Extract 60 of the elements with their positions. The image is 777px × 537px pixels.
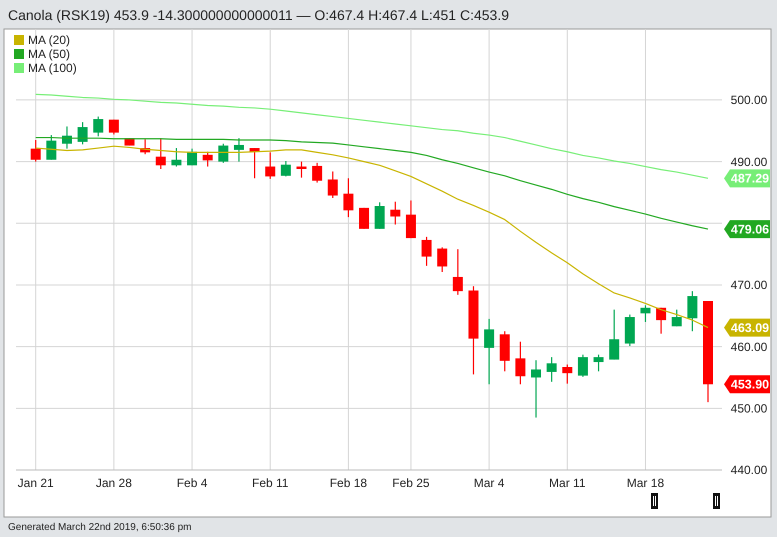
line-series xyxy=(35,94,709,179)
data-label: 479.06 xyxy=(730,222,770,236)
candlestick xyxy=(594,354,604,372)
y-tick-label: 500.00 xyxy=(730,93,768,108)
x-tick-label: Jan 28 xyxy=(96,476,132,490)
candlestick xyxy=(640,304,650,323)
candlestick xyxy=(218,143,228,164)
legend-label: MA (50) xyxy=(28,47,70,62)
chart-title: Canola (RSK19) 453.9 -14.300000000000011 — O:467.4 H:467.4 L:451 C:453.9 xyxy=(8,7,510,23)
candlestick xyxy=(562,364,572,384)
candlestick xyxy=(312,162,322,184)
candlestick xyxy=(30,139,41,162)
candlestick xyxy=(484,318,494,385)
candlestick xyxy=(437,246,448,273)
candlestick xyxy=(422,236,432,266)
legend-label: MA (100) xyxy=(28,61,77,76)
candlestick xyxy=(515,341,526,385)
x-tick-label: Mar 4 xyxy=(474,476,505,490)
candlestick xyxy=(359,207,370,230)
x-tick-label: Feb 11 xyxy=(252,476,289,490)
candlestick xyxy=(234,138,244,162)
candlestick xyxy=(328,170,338,199)
y-tick-label: 440.00 xyxy=(730,463,768,478)
candlestick xyxy=(46,134,56,160)
x-tick-label: Feb 18 xyxy=(330,476,368,490)
candlestick xyxy=(156,138,166,170)
data-label: 487.29 xyxy=(730,172,770,186)
candlestick xyxy=(406,200,416,239)
candlestick xyxy=(609,309,620,360)
candlestick xyxy=(265,152,276,180)
y-tick-label: 490.00 xyxy=(730,154,768,169)
legend-label: MA (20) xyxy=(28,33,70,48)
y-tick-label: 460.00 xyxy=(730,340,768,354)
candlestick xyxy=(171,147,182,168)
candlestick xyxy=(672,309,682,327)
candlestick xyxy=(531,360,542,418)
text: Generated March 22nd 2019, 6:50:36 pm xyxy=(8,522,192,533)
candlestick xyxy=(578,354,588,378)
candlestick xyxy=(687,290,698,332)
candlestick xyxy=(390,201,400,226)
text: 453.90 xyxy=(730,378,770,392)
candlestick xyxy=(78,122,88,145)
x-tick-label: Feb 25 xyxy=(392,476,430,490)
y-tick-label: 470.00 xyxy=(730,278,768,292)
candlestick xyxy=(202,151,213,168)
x-tick-label: Jan 21 xyxy=(18,476,54,490)
x-tick-label: Mar 18 xyxy=(626,476,664,490)
candlestick xyxy=(93,116,104,137)
data-label: 463.09 xyxy=(730,320,770,335)
candlestick xyxy=(296,161,306,178)
candlestick xyxy=(374,202,385,230)
x-tick-label: Mar 11 xyxy=(549,476,586,490)
candlestick xyxy=(108,119,119,136)
candlestick xyxy=(546,356,557,382)
y-tick-label: 450.00 xyxy=(730,402,768,416)
candlestick xyxy=(187,148,198,166)
x-tick-label: Feb 4 xyxy=(176,476,208,490)
candlestick xyxy=(280,160,291,178)
candlestick xyxy=(343,178,354,218)
candlestick xyxy=(452,248,463,296)
